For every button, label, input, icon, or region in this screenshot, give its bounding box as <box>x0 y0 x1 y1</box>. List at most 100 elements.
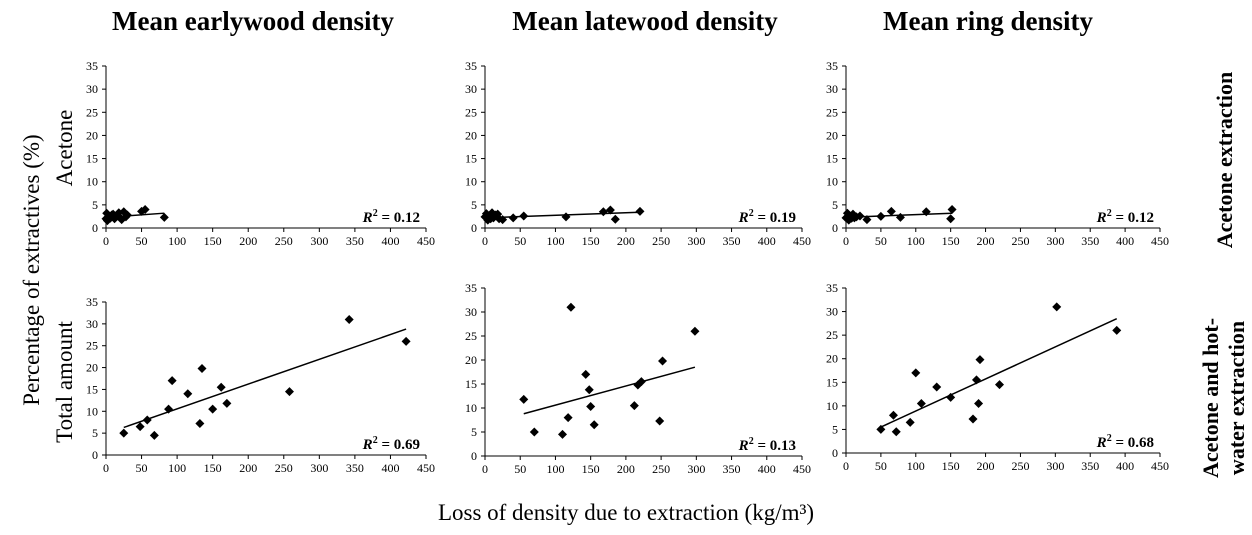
data-point <box>149 430 159 440</box>
y-tick-label: 5 <box>92 426 98 440</box>
data-point <box>119 428 129 438</box>
r-squared-value: = 0.19 <box>754 210 796 226</box>
x-tick-label: 150 <box>942 234 960 248</box>
y-tick-label: 35 <box>465 281 477 295</box>
data-point <box>102 208 112 218</box>
x-tick-label: 100 <box>168 461 186 475</box>
data-point <box>108 209 118 219</box>
x-tick-label: 0 <box>103 234 109 248</box>
x-tick-label: 250 <box>652 462 670 476</box>
r-symbol: R <box>738 210 749 226</box>
data-point <box>610 214 620 224</box>
y-tick-label: 20 <box>826 352 838 366</box>
x-tick-label: 350 <box>723 234 741 248</box>
data-point <box>605 205 615 215</box>
data-point <box>581 369 591 379</box>
data-point <box>932 382 942 392</box>
y-tick-label: 25 <box>826 105 838 119</box>
r-symbol: R <box>362 210 373 226</box>
data-point <box>968 414 978 424</box>
x-tick-label: 450 <box>1151 459 1169 473</box>
x-tick-label: 0 <box>843 459 849 473</box>
data-point <box>135 422 145 432</box>
y-axis-title: Percentage of extractives (%) <box>19 134 44 406</box>
r-symbol: R <box>362 437 373 453</box>
x-tick-label: 100 <box>907 459 925 473</box>
r-squared-value: = 0.68 <box>1112 435 1154 451</box>
y-tick-label: 30 <box>826 82 838 96</box>
data-point <box>633 380 643 390</box>
y-tick-label: 10 <box>86 175 98 189</box>
x-tick-label: 100 <box>546 234 564 248</box>
data-point <box>589 420 599 430</box>
y-tick-label: 20 <box>826 128 838 142</box>
y-tick-label: 35 <box>86 59 98 73</box>
y-tick-label: 20 <box>465 128 477 142</box>
y-tick-label: 35 <box>465 59 477 73</box>
y-tick-label: 15 <box>86 152 98 166</box>
y-tick-label: 25 <box>465 105 477 119</box>
x-tick-label: 350 <box>1081 234 1099 248</box>
r-squared-label: R2 = 0.68 <box>1096 433 1154 451</box>
y-tick-label: 35 <box>86 295 98 309</box>
data-point <box>102 216 112 226</box>
x-tick-label: 250 <box>1011 234 1029 248</box>
y-tick-label: 15 <box>826 375 838 389</box>
r-squared-value: = 0.69 <box>378 437 420 453</box>
col-title-ring: Mean ring density <box>882 6 1094 36</box>
data-point <box>862 215 872 225</box>
r-squared-value: = 0.12 <box>378 210 420 226</box>
x-tick-label: 150 <box>582 462 600 476</box>
x-tick-label: 350 <box>346 461 364 475</box>
y-tick-label: 0 <box>832 221 838 235</box>
x-tick-label: 300 <box>310 234 328 248</box>
data-point <box>886 206 896 216</box>
data-point <box>529 427 539 437</box>
y-tick-label: 10 <box>826 175 838 189</box>
x-tick-label: 250 <box>275 234 293 248</box>
data-point <box>876 424 886 434</box>
r-squared-label: R2 = 0.19 <box>738 208 796 226</box>
data-point <box>848 209 858 219</box>
data-point <box>876 211 886 221</box>
data-point <box>974 399 984 408</box>
data-point <box>975 355 985 365</box>
x-tick-label: 50 <box>875 234 887 248</box>
data-point <box>888 410 898 420</box>
x-tick-label: 0 <box>843 234 849 248</box>
x-tick-label: 200 <box>239 461 257 475</box>
x-tick-label: 350 <box>1081 459 1099 473</box>
data-point <box>142 415 152 425</box>
y-tick-label: 5 <box>832 422 838 436</box>
y-tick-label: 15 <box>826 152 838 166</box>
x-tick-label: 0 <box>103 461 109 475</box>
r-squared-label: R2 = 0.69 <box>362 435 420 453</box>
x-tick-label: 250 <box>275 461 293 475</box>
data-point <box>164 404 174 414</box>
data-point <box>842 208 852 218</box>
col-title-latewood: Mean latewood density <box>512 6 778 36</box>
y-tick-label: 20 <box>86 128 98 142</box>
data-point <box>216 382 226 392</box>
data-point <box>557 429 567 439</box>
data-point <box>947 204 957 214</box>
x-tick-label: 150 <box>204 234 222 248</box>
x-tick-label: 400 <box>1116 459 1134 473</box>
r-superscript: 2 <box>1107 208 1112 219</box>
r-squared-label: R2 = 0.13 <box>738 436 796 454</box>
x-tick-label: 300 <box>310 461 328 475</box>
y-tick-label: 25 <box>86 105 98 119</box>
data-point <box>598 207 608 217</box>
r-symbol: R <box>738 438 749 454</box>
y-tick-label: 30 <box>465 305 477 319</box>
r-superscript: 2 <box>373 208 378 219</box>
data-point <box>586 402 596 412</box>
